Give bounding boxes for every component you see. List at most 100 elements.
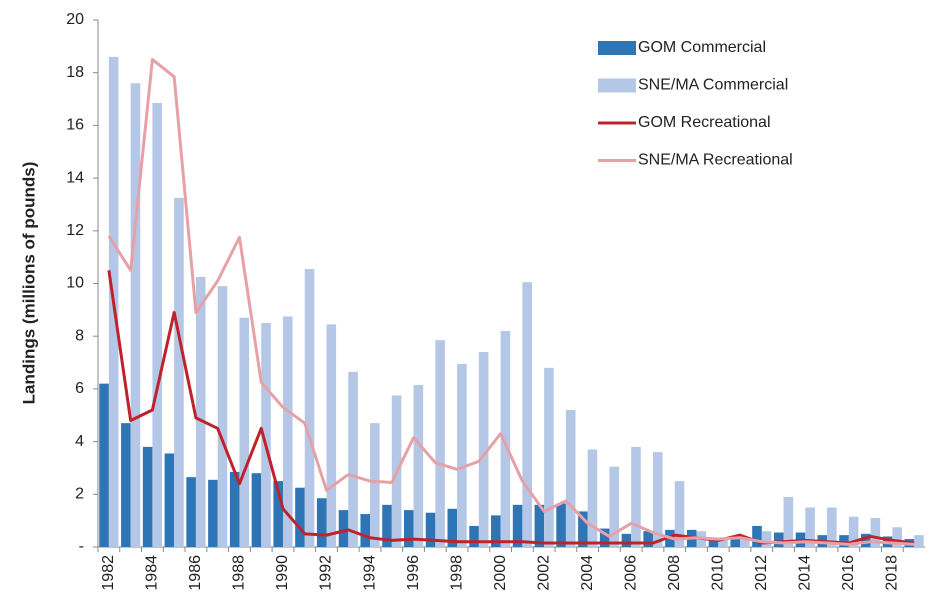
bar: [631, 446, 641, 547]
legend-label: GOM Recreational: [638, 114, 771, 131]
bar: [578, 511, 588, 547]
y-tick-label: 20: [66, 11, 84, 28]
bar: [208, 479, 218, 547]
bar: [914, 535, 924, 547]
bar: [621, 533, 632, 547]
bar: [348, 371, 358, 547]
legend-label: SNE/MA Commercial: [638, 77, 788, 94]
bar: [730, 536, 741, 547]
bar: [652, 452, 663, 547]
bar: [587, 449, 598, 547]
bar: [174, 197, 184, 548]
x-tick-label: 1998: [448, 555, 465, 591]
bar: [403, 510, 414, 547]
bar: [827, 507, 837, 547]
bar: [565, 409, 576, 547]
bar: [848, 516, 859, 547]
x-tick-label: 1984: [144, 555, 161, 591]
bar: [295, 487, 305, 547]
bar: [469, 525, 479, 547]
line: [107, 270, 915, 545]
bar: [370, 423, 380, 547]
bar: [861, 533, 871, 547]
bar: [382, 504, 392, 547]
y-tick-label: 6: [75, 380, 84, 397]
y-tick-label: 2: [75, 486, 84, 503]
bar: [740, 537, 750, 547]
bar: [435, 340, 445, 547]
y-axis-label: Landings (millions of pounds): [19, 162, 38, 405]
bar: [338, 510, 349, 547]
bar: [457, 363, 467, 547]
bar: [609, 466, 620, 547]
bar: [164, 453, 175, 547]
bar: [556, 503, 566, 547]
y-tick-label: -: [79, 538, 84, 555]
bar: [186, 477, 196, 547]
bar: [643, 531, 653, 547]
x-tick-label: 2000: [492, 555, 509, 591]
x-tick-label: 1996: [405, 555, 422, 591]
bar: [152, 103, 162, 547]
y-tick-label: 16: [66, 117, 84, 134]
x-tick-label: 1990: [274, 555, 291, 591]
y-tick-label: 12: [66, 222, 84, 239]
legend-swatch: [598, 78, 636, 93]
y-tick-label: 10: [66, 275, 84, 292]
bar: [239, 317, 250, 547]
bar: [512, 504, 523, 547]
bar: [447, 508, 458, 547]
x-tick-label: 1982: [100, 555, 117, 591]
bar: [674, 481, 685, 547]
bar: [413, 384, 424, 547]
bar: [534, 504, 545, 547]
x-tick-label: 1986: [187, 555, 204, 591]
x-tick-label: 2008: [666, 555, 683, 591]
bar: [130, 83, 141, 548]
x-tick-label: 1994: [361, 555, 378, 591]
bar: [783, 496, 794, 547]
bar: [491, 515, 501, 547]
bar: [839, 535, 849, 547]
bar: [599, 528, 610, 547]
bar: [425, 512, 436, 547]
y-tick-label: 14: [66, 169, 84, 186]
bar: [121, 423, 131, 547]
x-tick-label: 2002: [535, 555, 552, 591]
y-tick-label: 18: [66, 64, 84, 81]
bar: [522, 282, 532, 547]
bar: [892, 527, 902, 547]
bar: [142, 446, 153, 547]
x-tick-label: 2012: [753, 555, 770, 591]
bar: [251, 473, 262, 547]
y-tick-label: 8: [75, 327, 84, 344]
x-tick-label: 2018: [884, 555, 901, 591]
bar: [708, 537, 719, 547]
bar: [544, 367, 554, 547]
bar: [752, 525, 762, 547]
bar: [304, 269, 315, 547]
legend-label: GOM Commercial: [638, 39, 766, 56]
bar: [282, 316, 293, 547]
legend-swatch: [598, 41, 636, 55]
x-tick-label: 2004: [579, 555, 596, 591]
bar: [478, 352, 489, 547]
bar: [360, 514, 371, 547]
x-tick-label: 2014: [797, 555, 814, 591]
bar: [195, 276, 206, 547]
bar: [761, 531, 772, 547]
bar: [326, 324, 337, 547]
bar: [870, 518, 881, 547]
bar: [500, 330, 511, 547]
x-tick-label: 1988: [231, 555, 248, 591]
bar: [261, 323, 271, 547]
bar: [229, 471, 240, 547]
bar: [805, 507, 815, 547]
bar: [718, 539, 728, 547]
line: [107, 58, 915, 546]
x-tick-label: 2016: [840, 555, 857, 591]
x-tick-label: 2010: [709, 555, 726, 591]
bar: [273, 481, 283, 547]
legend-label: SNE/MA Recreational: [638, 152, 793, 169]
